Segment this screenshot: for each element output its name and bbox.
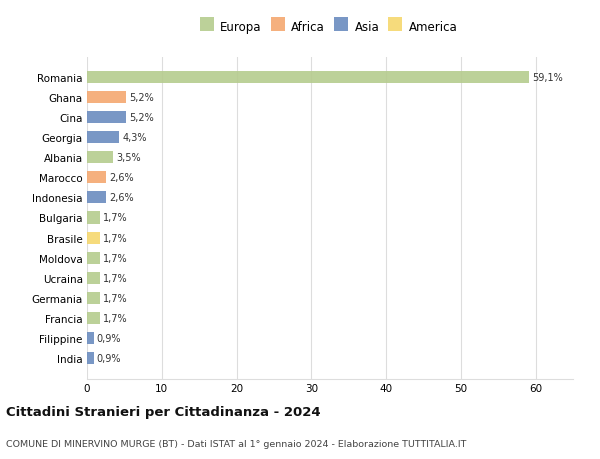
- Text: 4,3%: 4,3%: [122, 133, 146, 143]
- Bar: [87, 72, 529, 84]
- Legend: Europa, Africa, Asia, America: Europa, Africa, Asia, America: [200, 18, 460, 36]
- Text: 3,5%: 3,5%: [116, 153, 141, 163]
- Text: Cittadini Stranieri per Cittadinanza - 2024: Cittadini Stranieri per Cittadinanza - 2…: [6, 405, 320, 419]
- Bar: [87, 212, 100, 224]
- Bar: [87, 152, 113, 164]
- Text: 2,6%: 2,6%: [109, 193, 134, 203]
- Bar: [87, 332, 94, 344]
- Bar: [87, 272, 100, 284]
- Bar: [87, 132, 119, 144]
- Bar: [87, 112, 126, 124]
- Bar: [87, 192, 106, 204]
- Bar: [87, 232, 100, 244]
- Text: 1,7%: 1,7%: [103, 273, 127, 283]
- Text: 1,7%: 1,7%: [103, 253, 127, 263]
- Bar: [87, 252, 100, 264]
- Text: 1,7%: 1,7%: [103, 293, 127, 303]
- Text: 2,6%: 2,6%: [109, 173, 134, 183]
- Text: 1,7%: 1,7%: [103, 313, 127, 323]
- Bar: [87, 292, 100, 304]
- Bar: [87, 352, 94, 364]
- Text: 5,2%: 5,2%: [129, 113, 154, 123]
- Text: 59,1%: 59,1%: [532, 73, 563, 83]
- Text: 1,7%: 1,7%: [103, 233, 127, 243]
- Text: 0,9%: 0,9%: [97, 353, 121, 363]
- Text: COMUNE DI MINERVINO MURGE (BT) - Dati ISTAT al 1° gennaio 2024 - Elaborazione TU: COMUNE DI MINERVINO MURGE (BT) - Dati IS…: [6, 439, 466, 448]
- Text: 1,7%: 1,7%: [103, 213, 127, 223]
- Bar: [87, 312, 100, 324]
- Text: 5,2%: 5,2%: [129, 93, 154, 103]
- Bar: [87, 172, 106, 184]
- Text: 0,9%: 0,9%: [97, 333, 121, 343]
- Bar: [87, 92, 126, 104]
